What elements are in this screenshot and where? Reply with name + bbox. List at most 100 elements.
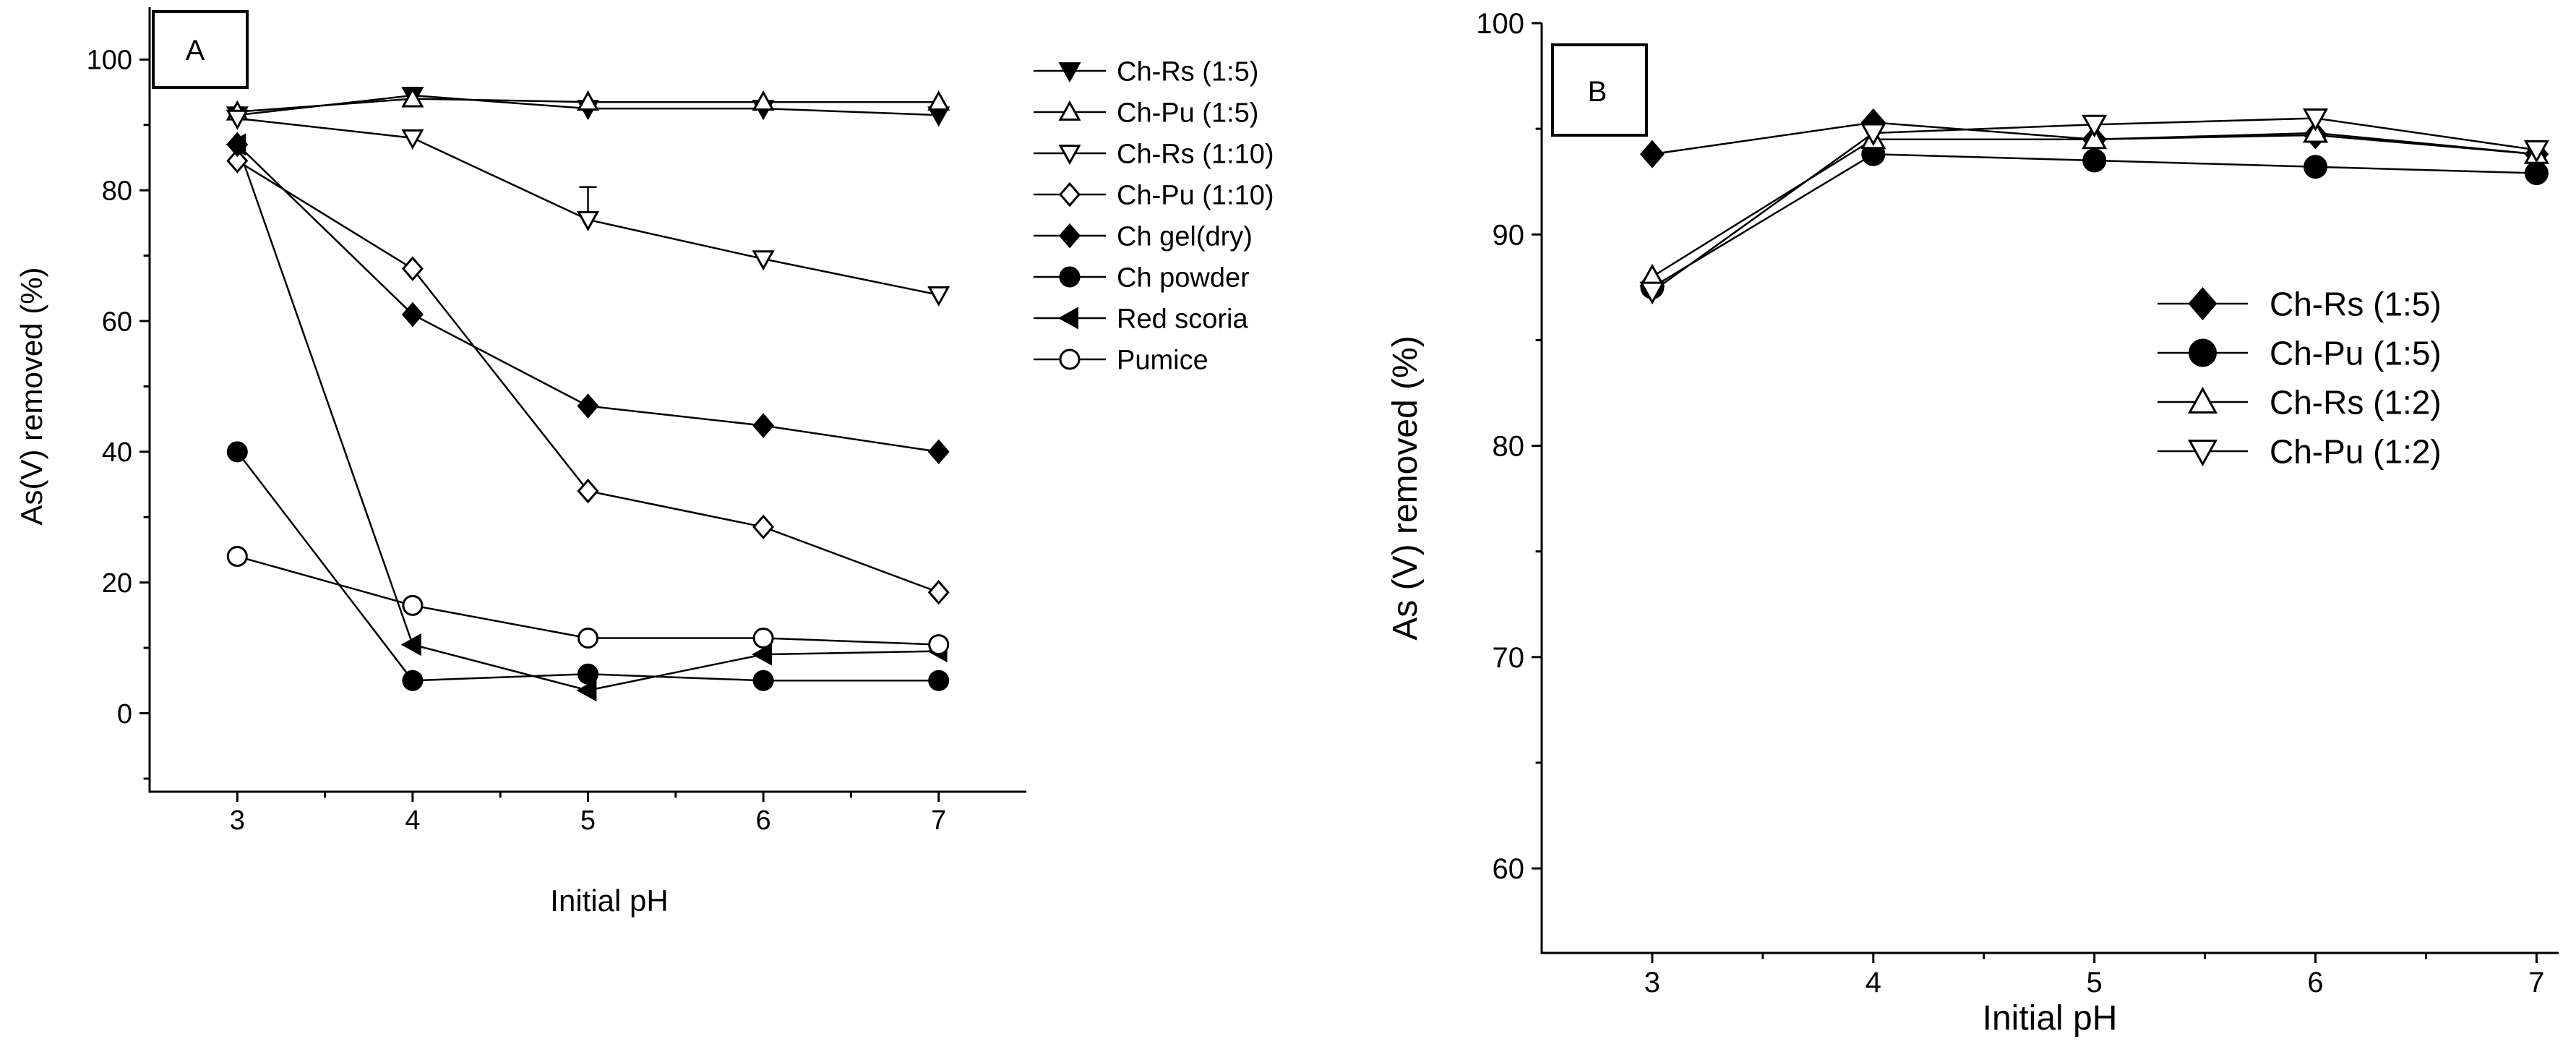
panel-b-x-tick-label: 6	[2307, 967, 2323, 998]
panel-b-data-point	[2524, 161, 2549, 186]
panel-a-legend-marker	[1059, 223, 1081, 249]
panel-b-data-point	[2082, 114, 2108, 138]
panel-a-data-point	[577, 393, 599, 419]
panel-a-data-point	[752, 90, 775, 111]
panel-b-legend-marker	[2187, 440, 2218, 467]
panel-b-y-tick-label: 90	[1493, 219, 1525, 251]
panel-b-y-tick-label: 80	[1493, 431, 1525, 463]
panel-b-xlabel: Initial pH	[1983, 999, 2118, 1038]
panel-a-data-point	[752, 670, 774, 691]
panel-b-legend-label: Ch-Pu (1:5)	[2270, 335, 2442, 372]
panel-a-legend-marker	[1058, 62, 1081, 83]
panel-a-data-point	[752, 413, 775, 438]
panel-a-data-point	[401, 87, 424, 108]
panel-a-x-tick-label: 6	[756, 805, 771, 836]
panel-b-legend-label: Ch-Rs (1:5)	[2270, 286, 2442, 323]
panel-a-y-tick-label: 80	[102, 176, 132, 206]
panel-a-x-tick-label: 7	[931, 805, 946, 836]
panel-a-legend-marker	[1059, 348, 1081, 370]
panel-a-data-point	[752, 514, 775, 540]
panel-b-data-point	[1860, 123, 1886, 147]
panel-b-legend-marker	[2188, 287, 2217, 320]
panel-a-legend-marker	[1059, 266, 1081, 288]
panel-a-data-point	[400, 633, 421, 657]
panel-b-legend-label: Ch-Pu (1:2)	[2270, 433, 2442, 471]
panel-a-series-markers	[226, 87, 950, 702]
panel-b-series-markers	[1639, 108, 2549, 305]
panel-a-data-point	[927, 579, 950, 605]
panel-b-data-point	[2302, 119, 2329, 143]
panel-a-data-point	[226, 109, 249, 130]
panel-a-ylabel: As(V) removed (%)	[14, 267, 48, 525]
panel-a-xlabel: Initial pH	[550, 884, 668, 918]
panel-b-data-point	[2082, 126, 2108, 150]
panel-a-data-point	[928, 634, 950, 656]
panel-b-y-tick-label: 100	[1476, 8, 1524, 40]
panel-a-label: A	[186, 35, 205, 67]
panel-b-legend-label: Ch-Rs (1:2)	[2270, 384, 2442, 422]
panel-a-data-point	[401, 129, 424, 150]
panel-a-data-point	[578, 663, 598, 685]
panel-a-legend-marker	[1057, 307, 1078, 330]
panel-a-data-point	[927, 286, 950, 307]
panel-a-ticks: 3 4 5 6 7 0 20 40 60 80 100	[87, 46, 947, 836]
panel-a-legend-label: Red scoria	[1117, 304, 1248, 335]
panel-a-y-tick-label: 20	[102, 568, 132, 599]
panel-a: 3 4 5 6 7 0 20 40 60 80 100 Ch-Rs (1:5) Ch-Pu (1:5)…	[14, 7, 1274, 918]
panel-b-series-line	[1652, 153, 2537, 288]
panel-a-data-point	[226, 546, 248, 567]
panel-a-legend-marker	[1058, 100, 1081, 121]
panel-b-data-point	[2082, 148, 2107, 173]
panel-a-x-tick-label: 3	[230, 805, 245, 836]
panel-b-legend-marker	[2187, 386, 2218, 414]
panel-a-legend-label: Ch-Pu (1:10)	[1117, 181, 1274, 211]
panel-a-data-point	[752, 628, 774, 649]
panel-a-data-point	[576, 90, 600, 111]
panel-a-axes	[148, 7, 1026, 793]
panel-a-legend-label: Ch-Rs (1:5)	[1117, 57, 1258, 87]
panel-a-data-point	[401, 302, 424, 328]
panel-a-data-point	[752, 643, 772, 666]
panel-a-legend-label: Ch powder	[1117, 263, 1250, 294]
panel-b-axes	[1540, 23, 2559, 954]
panel-a-data-point	[752, 250, 775, 271]
panel-b-data-point	[1639, 140, 1665, 168]
panel-b-data-point	[1639, 281, 1665, 305]
panel-a-data-point	[927, 439, 950, 465]
panel-b-x-tick-label: 4	[1866, 967, 1881, 998]
panel-a-y-tick-label: 60	[102, 307, 132, 337]
panel-a-legend-label: Ch gel(dry)	[1117, 222, 1253, 252]
panel-b-y-tick-label: 70	[1493, 642, 1525, 674]
panel-b-legend: Ch-Rs (1:5) Ch-Pu (1:5) Ch-Rs (1:2) Ch-Pu (…	[2158, 286, 2442, 471]
panel-a-label-box	[152, 10, 249, 89]
panel-a-legend-marker	[1059, 181, 1081, 208]
panel-a-data-point	[928, 670, 950, 691]
panel-a-legend-label: Pumice	[1117, 346, 1208, 376]
panel-b-y-tick-label: 60	[1493, 853, 1525, 885]
panel-b-x-tick-label: 7	[2528, 967, 2544, 998]
panel-b-label-box	[1551, 43, 1648, 137]
panel-a-data-point	[576, 210, 600, 231]
panel-b-ticks: 3 4 5 6 7 60 70 80 90 100	[1476, 8, 2544, 998]
panel-a-y-tick-label: 100	[87, 46, 132, 76]
panel-b-ylabel: As (V) removed (%)	[1386, 335, 1425, 640]
panel-a-x-tick-label: 4	[405, 805, 420, 836]
panel-a-y-tick-label: 40	[102, 437, 132, 468]
panel-b-data-point	[2523, 140, 2549, 163]
panel-a-data-point	[927, 90, 950, 111]
panel-a-data-point	[401, 256, 424, 281]
panel-a-legend-label: Ch-Rs (1:10)	[1117, 140, 1274, 170]
panel-b-data-point	[2302, 108, 2329, 132]
panel-b-data-point	[2304, 155, 2328, 179]
panel-a-data-point	[578, 628, 598, 649]
panel-a-data-point	[226, 441, 248, 463]
panel-a-data-point	[576, 679, 597, 702]
panel-a-legend-label: Ch-Pu (1:5)	[1117, 98, 1258, 129]
panel-a-legend-marker	[1058, 145, 1081, 166]
panel-a-data-point	[402, 670, 424, 691]
panel-a-y-tick-label: 0	[117, 699, 132, 730]
panel-a-data-point	[577, 478, 599, 504]
panel-a-legend: Ch-Rs (1:5) Ch-Pu (1:5) Ch-Rs (1:10) Ch-Pu …	[1034, 57, 1274, 376]
panel-b-label: B	[1588, 76, 1607, 108]
